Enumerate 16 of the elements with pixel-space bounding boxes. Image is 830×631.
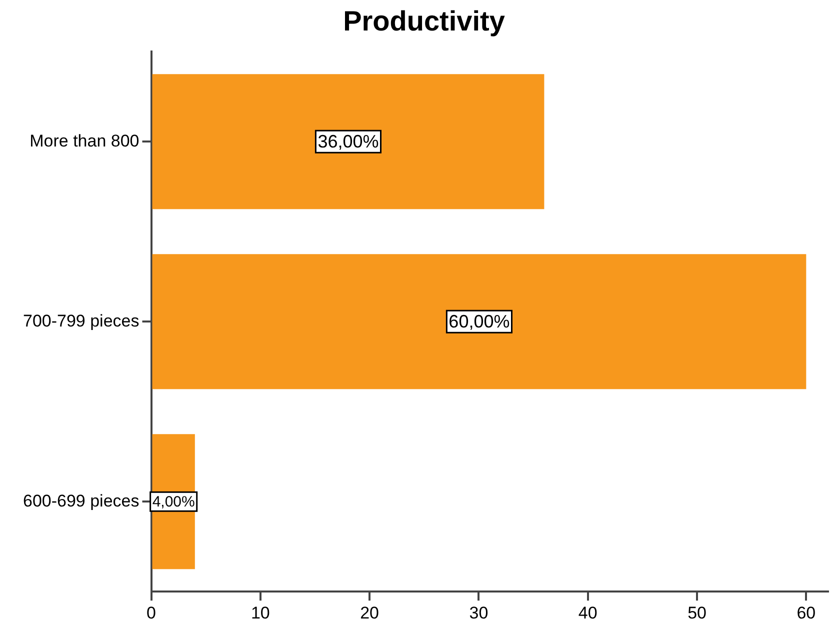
chart-title: Productivity (343, 6, 506, 37)
x-tick-label: 40 (578, 603, 598, 622)
x-tick-label: 10 (250, 603, 270, 622)
x-tick-label: 60 (796, 603, 816, 622)
data-label: 60,00% (448, 312, 510, 332)
y-tick-label: 700-799 pieces (22, 311, 140, 330)
y-tick-label: 600-699 pieces (22, 491, 140, 510)
x-tick-label: 30 (469, 603, 488, 622)
x-tick-label: 50 (688, 603, 706, 622)
y-tick-label: More than 800 (30, 131, 140, 150)
x-tick-label: 0 (146, 603, 156, 622)
bar (152, 74, 544, 210)
data-label: 36,00% (318, 132, 379, 152)
bar (152, 254, 806, 390)
data-label: 4,00% (152, 494, 195, 511)
x-tick-label: 20 (360, 603, 380, 622)
